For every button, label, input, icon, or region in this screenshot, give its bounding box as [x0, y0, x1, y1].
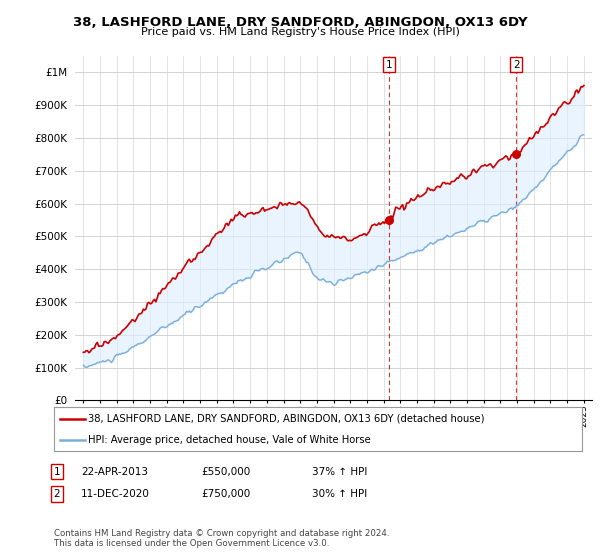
Text: This data is licensed under the Open Government Licence v3.0.: This data is licensed under the Open Gov…	[54, 539, 329, 548]
Text: 30% ↑ HPI: 30% ↑ HPI	[312, 489, 367, 499]
Text: £750,000: £750,000	[201, 489, 250, 499]
Text: 1: 1	[53, 466, 61, 477]
Text: 38, LASHFORD LANE, DRY SANDFORD, ABINGDON, OX13 6DY (detached house): 38, LASHFORD LANE, DRY SANDFORD, ABINGDO…	[88, 414, 485, 424]
Text: 2: 2	[53, 489, 61, 499]
Text: Contains HM Land Registry data © Crown copyright and database right 2024.: Contains HM Land Registry data © Crown c…	[54, 529, 389, 538]
Text: 11-DEC-2020: 11-DEC-2020	[81, 489, 150, 499]
Text: Price paid vs. HM Land Registry's House Price Index (HPI): Price paid vs. HM Land Registry's House …	[140, 27, 460, 37]
Text: £550,000: £550,000	[201, 466, 250, 477]
Text: 38, LASHFORD LANE, DRY SANDFORD, ABINGDON, OX13 6DY: 38, LASHFORD LANE, DRY SANDFORD, ABINGDO…	[73, 16, 527, 29]
Text: 1: 1	[385, 59, 392, 69]
Point	[511, 150, 521, 159]
Point	[384, 216, 394, 225]
Text: HPI: Average price, detached house, Vale of White Horse: HPI: Average price, detached house, Vale…	[88, 435, 371, 445]
Text: 2: 2	[513, 59, 520, 69]
Text: 22-APR-2013: 22-APR-2013	[81, 466, 148, 477]
Text: 37% ↑ HPI: 37% ↑ HPI	[312, 466, 367, 477]
